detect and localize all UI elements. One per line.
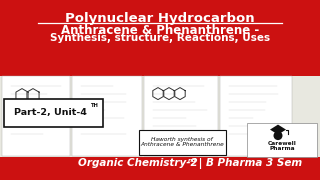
Text: Carewell
Pharma: Carewell Pharma <box>268 141 296 151</box>
Bar <box>0 157 320 180</box>
Bar <box>72 76 142 156</box>
Text: nd: nd <box>188 158 197 163</box>
Text: Haworth synthesis of
Anthracene & Phenanthrene: Haworth synthesis of Anthracene & Phenan… <box>140 137 224 147</box>
Bar <box>144 76 218 156</box>
Circle shape <box>274 131 283 140</box>
Text: TH: TH <box>91 103 98 108</box>
Text: Anthracene & Phenanthrene -: Anthracene & Phenanthrene - <box>61 24 259 37</box>
Bar <box>220 76 292 156</box>
Text: Synthesis, structure, Reactions, Uses: Synthesis, structure, Reactions, Uses <box>50 33 270 43</box>
Text: Part-2, Unit-4: Part-2, Unit-4 <box>13 108 86 117</box>
Bar <box>0 76 320 157</box>
Bar <box>0 0 320 76</box>
Text: Organic Chemistry-2: Organic Chemistry-2 <box>78 158 198 168</box>
FancyBboxPatch shape <box>247 123 317 157</box>
FancyBboxPatch shape <box>139 130 226 155</box>
Text: Polynuclear Hydrocarbon: Polynuclear Hydrocarbon <box>65 12 255 25</box>
Polygon shape <box>270 125 286 135</box>
Text: | B Pharma 3 Sem: | B Pharma 3 Sem <box>195 158 302 169</box>
Bar <box>2 76 70 156</box>
FancyBboxPatch shape <box>4 99 103 127</box>
